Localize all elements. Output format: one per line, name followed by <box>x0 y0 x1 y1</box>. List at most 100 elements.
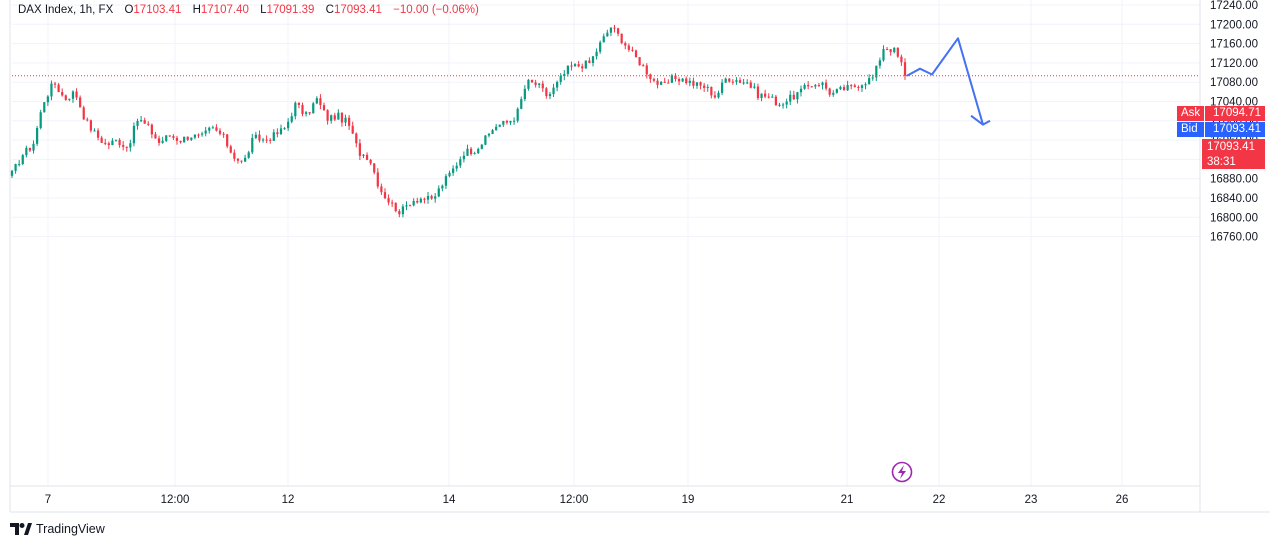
candle-body <box>706 87 709 89</box>
candle <box>591 55 595 67</box>
candle <box>391 199 394 207</box>
candle <box>900 54 903 66</box>
candle-body <box>10 170 14 176</box>
time-tick-label: 26 <box>1116 494 1129 506</box>
candle <box>821 81 824 90</box>
arrowhead-stroke <box>970 114 984 126</box>
candle <box>373 163 376 175</box>
candle-body <box>541 83 544 89</box>
candle-body <box>100 137 103 143</box>
candle <box>362 154 365 159</box>
candle <box>190 137 193 142</box>
candle-body <box>64 95 67 100</box>
candle-body <box>401 206 405 215</box>
price-tick-label: 17120.00 <box>1210 58 1258 70</box>
candle <box>380 183 383 195</box>
candle <box>369 158 372 166</box>
candle-body <box>552 87 555 95</box>
candle <box>35 125 39 146</box>
candle-body <box>211 127 214 129</box>
candle <box>660 81 663 86</box>
candle-body <box>215 127 218 131</box>
candle <box>448 170 451 178</box>
candle-body <box>631 49 634 51</box>
candle <box>527 78 530 91</box>
candle <box>728 78 731 83</box>
candle <box>670 73 673 84</box>
candle-body <box>760 93 763 99</box>
candle-body <box>480 144 483 149</box>
candle <box>563 69 566 81</box>
candle-body <box>358 143 361 156</box>
lightning-icon[interactable] <box>891 461 913 483</box>
candle <box>652 77 656 83</box>
candle-body <box>373 163 376 173</box>
candle <box>129 139 132 152</box>
candle-body <box>842 87 846 91</box>
candle-body <box>362 154 365 156</box>
candle <box>634 49 638 58</box>
candle <box>731 79 734 85</box>
candle-body <box>616 28 620 34</box>
candle <box>799 85 803 97</box>
candle-body <box>369 159 372 164</box>
candle <box>444 173 448 190</box>
candle-body <box>190 137 193 140</box>
candle-body <box>344 117 347 123</box>
candle <box>624 41 627 50</box>
candle-body <box>226 134 229 147</box>
candle-body <box>452 168 455 173</box>
candle-body <box>376 172 379 187</box>
high-value: 17107.40 <box>200 4 249 16</box>
candle-body <box>778 104 781 106</box>
candle-body <box>25 147 28 156</box>
candle-body <box>132 125 136 144</box>
candle <box>383 188 387 200</box>
candle-body <box>882 49 885 61</box>
candle <box>39 109 42 130</box>
candle-body <box>850 85 853 87</box>
candle-body <box>835 89 838 93</box>
candle-body <box>71 91 75 99</box>
candle <box>387 194 390 206</box>
candle <box>430 194 433 200</box>
candle-body <box>93 130 96 132</box>
footer-branding[interactable]: TradingView <box>10 522 105 536</box>
candle-body <box>717 92 720 98</box>
candle <box>408 204 412 207</box>
candle-body <box>710 87 713 96</box>
candle-body <box>426 195 430 200</box>
candle <box>229 144 232 154</box>
candle <box>649 73 652 83</box>
candle <box>25 145 28 158</box>
time-axis[interactable]: 7 12:00 12 14 12:00 19 21 22 23 26 <box>45 494 1129 506</box>
candle <box>337 109 340 120</box>
candle-body <box>534 82 537 85</box>
candle-body <box>878 60 882 66</box>
symbol-title[interactable]: DAX Index, 1h, FX <box>18 4 114 16</box>
last-price-tag: 17093.41 38:31 <box>1202 139 1265 169</box>
candle-body <box>620 33 623 44</box>
candle <box>760 93 763 102</box>
candle-body <box>304 112 308 114</box>
candle-body <box>764 93 767 97</box>
candle-body <box>566 65 569 74</box>
candle <box>738 77 742 84</box>
candle-body <box>143 120 146 124</box>
candle <box>893 47 896 54</box>
candle-body <box>652 79 656 81</box>
candle <box>326 109 329 125</box>
candle <box>348 115 351 131</box>
candle <box>244 154 247 162</box>
candle-body <box>839 87 842 90</box>
candle <box>93 128 96 132</box>
time-tick-label: 12:00 <box>161 494 190 506</box>
candle-body <box>129 143 132 148</box>
candle <box>703 82 706 92</box>
price-tick-label: 17160.00 <box>1210 39 1258 51</box>
candle-body <box>247 152 250 158</box>
candle-body <box>846 85 849 91</box>
candle <box>566 65 569 77</box>
candle-body <box>405 205 408 207</box>
